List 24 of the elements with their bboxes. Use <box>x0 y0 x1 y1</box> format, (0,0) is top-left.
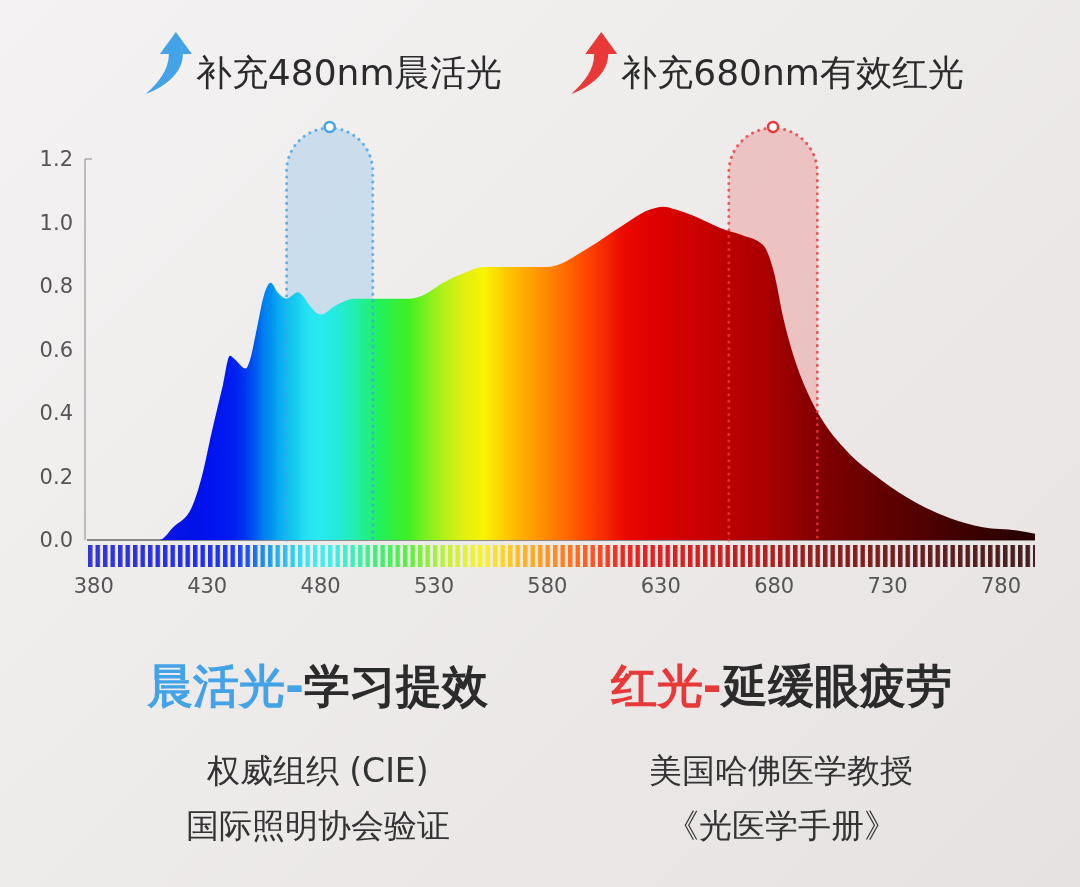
text: 《光医学手册》 <box>665 805 897 845</box>
y-tick-label: 0.4 <box>39 401 73 425</box>
legend-label: 补充480nm晨活光 <box>195 51 503 93</box>
text: 晨活光-学习提效 <box>146 659 490 713</box>
y-tick-label: 0.6 <box>39 337 73 362</box>
text: 权威组织 (CIE) <box>205 750 429 790</box>
text: 美国哈佛医学教授 <box>649 750 914 790</box>
x-tick-label: 530 <box>413 574 455 598</box>
x-tick-label: 580 <box>527 574 568 598</box>
y-tick-label: 0.8 <box>39 274 73 298</box>
y-tick-label: 1.2 <box>39 147 73 171</box>
x-tick-label: 480 <box>300 574 341 598</box>
x-tick-label: 630 <box>640 574 681 598</box>
text: 红光-延缓眼疲劳 <box>609 659 952 713</box>
y-tick-label: 1.0 <box>39 210 73 235</box>
x-tick-label: 380 <box>73 574 114 598</box>
x-tick-label: 780 <box>980 574 1022 598</box>
y-tick-label: 0.2 <box>39 464 73 489</box>
x-tick-label: 430 <box>187 574 228 598</box>
x-tick-label: 730 <box>867 574 908 598</box>
y-tick-label: 0.0 <box>39 528 73 552</box>
text: 国际照明协会验证 <box>185 805 450 845</box>
x-tick-label: 680 <box>754 574 795 598</box>
legend-label: 补充680nm有效红光 <box>621 51 964 93</box>
